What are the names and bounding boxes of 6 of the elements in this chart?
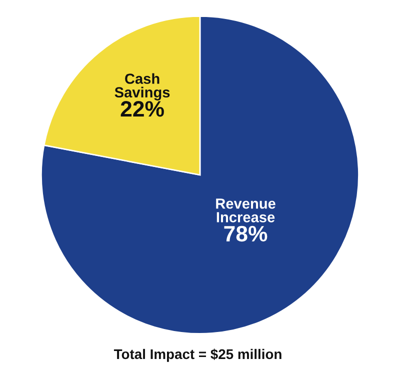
slice-label: Cash Savings: [114, 73, 170, 100]
pie-slice: [40, 15, 360, 334]
slice-label: Revenue Increase: [216, 198, 276, 222]
text: Total Impact = $25 million: [114, 348, 282, 362]
data-label: 78%: [224, 226, 268, 242]
data-label: 22%: [120, 101, 164, 117]
